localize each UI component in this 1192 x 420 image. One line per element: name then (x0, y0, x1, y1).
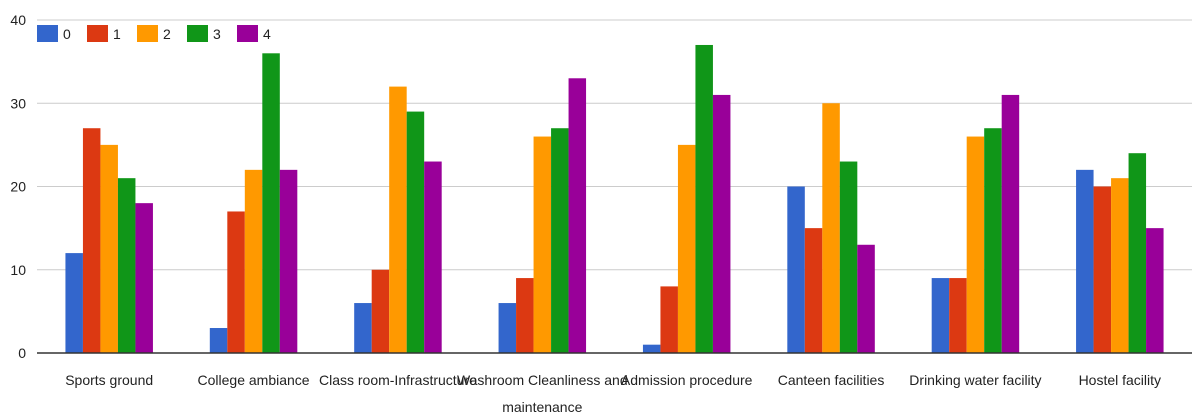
x-category-label: Canteen facilities (778, 372, 885, 388)
bar-series-1-3 (516, 278, 534, 353)
x-category-label: maintenance (502, 399, 582, 415)
legend-swatch-4 (237, 25, 258, 42)
bar-series-3-1 (262, 53, 280, 354)
bar-series-4-0 (135, 203, 153, 353)
bar-series-2-2 (389, 86, 407, 353)
legend-label-0: 0 (63, 26, 71, 42)
y-tick-label: 40 (10, 12, 26, 28)
x-category-label: Class room-Infrastructure (319, 372, 477, 388)
bar-series-2-5 (822, 103, 840, 353)
x-axis-labels: Sports ground College ambiance Class room-… (65, 372, 1161, 415)
bar-series-4-4 (712, 94, 731, 354)
y-tick-label: 20 (10, 179, 26, 195)
bar-series-3-2 (406, 111, 425, 353)
bar-series-4-2 (424, 161, 442, 353)
bar-series-4-6 (1001, 94, 1020, 354)
legend-swatch-3 (187, 25, 208, 42)
legend-label-3: 3 (213, 26, 221, 42)
bar-series-3-4 (695, 44, 713, 353)
bar-series-3-3 (551, 128, 569, 353)
x-category-label: Washroom Cleanliness and (457, 372, 628, 388)
bar-series-0-3 (498, 303, 517, 353)
x-category-label: College ambiance (198, 372, 310, 388)
bar-series-3-6 (984, 128, 1002, 353)
bar-series-0-7 (1076, 169, 1094, 353)
bar-series-1-7 (1093, 186, 1112, 353)
x-category-label: Admission procedure (621, 372, 753, 388)
legend-swatch-1 (87, 25, 108, 42)
bar-series-2-4 (677, 144, 696, 354)
y-tick-label: 0 (18, 345, 26, 361)
bar-series-4-5 (857, 244, 875, 353)
bar-series-2-0 (100, 144, 118, 354)
bar-series-4-1 (279, 169, 298, 353)
bars (65, 44, 1164, 354)
bar-series-0-4 (642, 344, 661, 353)
x-category-label: Hostel facility (1079, 372, 1161, 388)
bar-series-3-7 (1128, 153, 1147, 353)
bar-series-1-4 (660, 286, 678, 353)
bar-series-0-1 (209, 328, 228, 353)
bar-series-2-1 (244, 169, 263, 353)
legend-swatch-2 (137, 25, 158, 42)
legend-label-2: 2 (163, 26, 171, 42)
legend-label-4: 4 (263, 26, 271, 42)
bar-series-2-7 (1111, 178, 1129, 353)
bar-series-1-0 (82, 128, 101, 353)
y-tick-label: 10 (10, 262, 26, 278)
bar-series-2-3 (533, 136, 552, 353)
legend-swatch-0 (37, 25, 58, 42)
bar-series-4-7 (1146, 228, 1164, 354)
legend: 0 1 2 3 4 (37, 25, 271, 42)
bar-series-0-5 (787, 186, 805, 353)
bar-series-1-5 (804, 228, 823, 354)
legend-label-1: 1 (113, 26, 121, 42)
bar-series-0-6 (931, 278, 950, 353)
bar-series-0-2 (354, 303, 372, 353)
bar-series-1-6 (949, 278, 967, 353)
y-tick-label: 30 (10, 95, 26, 111)
bar-series-4-3 (568, 78, 587, 353)
bar-series-3-0 (117, 178, 136, 353)
bar-series-2-6 (966, 136, 985, 353)
x-category-label: Drinking water facility (909, 372, 1041, 388)
bar-series-0-0 (65, 253, 83, 353)
x-category-label: Sports ground (65, 372, 153, 388)
bar-series-1-1 (227, 211, 245, 353)
bar-series-3-5 (839, 161, 858, 353)
bar-series-1-2 (371, 269, 390, 353)
